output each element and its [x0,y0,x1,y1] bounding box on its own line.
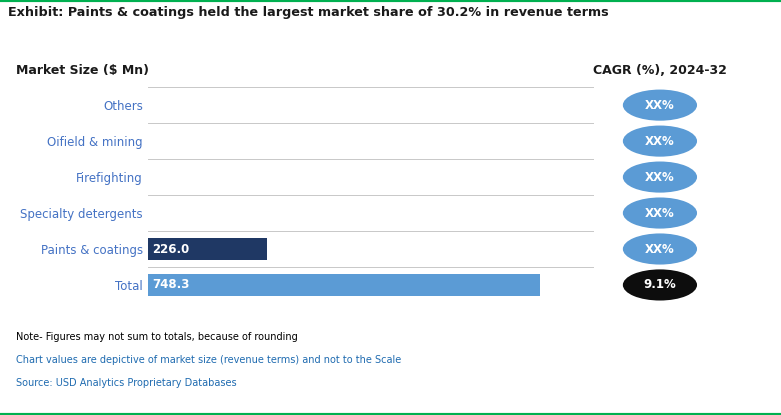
Text: Note- Figures may not sum to totals, because of rounding: Note- Figures may not sum to totals, bec… [16,332,298,342]
Text: 226.0: 226.0 [152,242,190,256]
Text: Source: USD Analytics Proprietary Databases: Source: USD Analytics Proprietary Databa… [16,378,236,388]
Bar [148,238,267,260]
Bar [148,274,540,296]
Text: 9.1%: 9.1% [644,278,676,291]
Text: CAGR (%), 2024-32: CAGR (%), 2024-32 [593,64,727,77]
Text: 748.3: 748.3 [152,278,190,291]
Text: XX%: XX% [645,207,675,220]
Text: XX%: XX% [645,242,675,256]
Text: Market Size ($ Mn): Market Size ($ Mn) [16,64,148,77]
Text: XX%: XX% [645,99,675,112]
Text: Chart values are depictive of market size (revenue terms) and not to the Scale: Chart values are depictive of market siz… [16,355,401,365]
Text: XX%: XX% [645,134,675,148]
Text: Exhibit: Paints & coatings held the largest market share of 30.2% in revenue ter: Exhibit: Paints & coatings held the larg… [8,6,608,19]
Text: XX%: XX% [645,171,675,183]
